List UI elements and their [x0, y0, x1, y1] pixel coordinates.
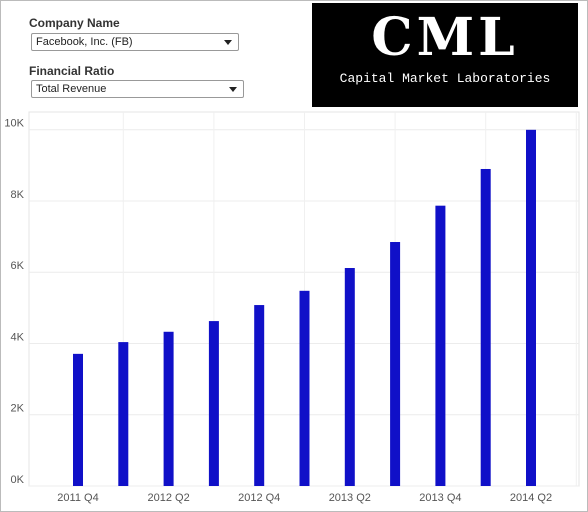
y-tick-label: 2K	[11, 403, 25, 415]
bar	[344, 268, 355, 486]
logo-text: Capital Market Laboratories	[339, 71, 551, 86]
x-tick-label: 2012 Q2	[147, 492, 189, 504]
y-tick-label: 8K	[11, 189, 25, 201]
company-label: Company Name	[29, 16, 120, 30]
logo-mark: CML	[371, 7, 519, 68]
bar	[118, 342, 129, 486]
y-tick-label: 6K	[11, 260, 25, 272]
bar	[390, 242, 401, 486]
ratio-label: Financial Ratio	[29, 64, 115, 78]
company-dropdown[interactable]: Facebook, Inc. (FB)	[31, 33, 239, 51]
x-tick-label: 2013 Q2	[329, 492, 371, 504]
bar	[73, 353, 83, 486]
bar	[299, 290, 310, 486]
bar	[208, 321, 219, 486]
y-tick-label: 4K	[11, 331, 25, 343]
x-tick-label: 2011 Q4	[57, 492, 98, 504]
bar	[526, 129, 536, 487]
y-tick-label: 10K	[4, 118, 24, 130]
logo: CML Capital Market Laboratories	[312, 3, 578, 107]
ratio-dropdown[interactable]: Total Revenue	[31, 80, 244, 98]
bar	[163, 331, 174, 486]
bar	[254, 305, 265, 486]
bar	[435, 205, 446, 486]
x-tick-label: 2013 Q4	[419, 492, 461, 504]
y-tick-label: 0K	[11, 474, 25, 486]
bar	[480, 168, 491, 486]
x-tick-label: 2012 Q4	[238, 492, 280, 504]
x-tick-label: 2014 Q2	[510, 492, 552, 504]
